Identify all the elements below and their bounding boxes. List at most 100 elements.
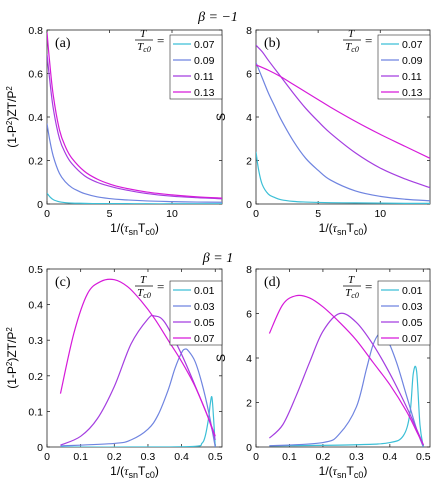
legend-title-den: Tc0 (137, 41, 151, 54)
x-label-part: T (346, 221, 354, 235)
y-axis-label: (1-P2)ZT/P2 (5, 327, 19, 389)
x-label-part: ) (155, 221, 159, 235)
y-tick-label: 0.3 (28, 335, 43, 347)
legend-title-den: Tc0 (137, 287, 151, 300)
x-label-sub: c0 (145, 227, 155, 237)
x-label-sub: sn (337, 470, 347, 480)
series-group (47, 32, 222, 204)
x-label-part: T (138, 464, 146, 478)
legend-title-num: T (140, 274, 147, 286)
legend-label: 0.13 (402, 87, 423, 99)
panel-label: (a) (55, 36, 71, 51)
legend-label: 0.01 (194, 285, 215, 297)
x-tick-label: 0 (44, 208, 50, 220)
panel-label: (b) (264, 36, 281, 51)
legend-title-den: Tc0 (345, 41, 359, 54)
panel-label: (c) (55, 275, 71, 290)
x-label-part: T (138, 221, 146, 235)
series-line-0.13 (47, 32, 222, 199)
legend-title-num: T (348, 28, 355, 40)
x-tick-label: 0.2 (107, 451, 122, 463)
x-tick-label: 0 (253, 208, 259, 220)
y-tick-label: 0.2 (28, 371, 43, 383)
legend-title-den-sub: c0 (143, 291, 151, 300)
x-tick-label: 0.2 (316, 451, 331, 463)
x-tick-label: 5 (107, 208, 113, 220)
series-line-0.01 (60, 396, 216, 447)
legend-label: 0.05 (194, 317, 215, 329)
legend-title-den-T: T (137, 287, 144, 299)
legend-title-den-sub: c0 (143, 45, 151, 54)
legend-title-den-sub: c0 (351, 291, 359, 300)
series-line-0.11 (47, 53, 222, 200)
x-label-sub: c0 (354, 227, 364, 237)
x-tick-label: 0.1 (73, 451, 88, 463)
legend-box (377, 34, 431, 100)
legend-label: 0.07 (402, 333, 423, 345)
legend-title-den-T: T (345, 287, 352, 299)
x-axis-label: 1/(τsnTc0) (110, 464, 159, 480)
y-tick-label: 0.6 (28, 69, 43, 81)
y-tick-label: 2 (246, 156, 252, 168)
legend-title-eq: = (365, 33, 372, 48)
y-tick-label: 0 (246, 199, 252, 211)
series-group (268, 294, 424, 447)
y-tick-label: 6 (246, 69, 252, 81)
y-tick-label: 0.2 (28, 156, 43, 168)
y-axis-label: S (214, 113, 228, 121)
legend-label: 0.09 (194, 55, 215, 67)
y-label-sup: 2 (5, 86, 14, 91)
series-group (256, 44, 430, 204)
legend-title-num: T (348, 274, 355, 286)
x-tick-label: 0.4 (383, 451, 398, 463)
legend-label: 0.03 (194, 301, 215, 313)
panels: 0 5 1000.20.40.60.81/(τsnTc0)(1-P2)ZT/P2(a… (5, 25, 431, 480)
panel-c: 0 0.1 0.2 0.3 0.4 0.500.10.20.30.40.51/(τsnTc… (5, 264, 223, 480)
y-tick-label: 8 (246, 25, 252, 37)
x-label-tau: τ (124, 221, 129, 235)
series-line-0.07 (268, 294, 424, 446)
legend-title-den: Tc0 (345, 287, 359, 300)
x-tick-label: 0.3 (141, 451, 156, 463)
y-tick-label: 2 (246, 398, 252, 410)
legend-label: 0.09 (402, 55, 423, 67)
x-tick-label: 0.1 (282, 451, 297, 463)
legend-title-den-T: T (137, 41, 144, 53)
legend-title-eq: = (365, 279, 372, 294)
legend-label: 0.11 (402, 71, 422, 83)
y-tick-label: 0.1 (28, 406, 43, 418)
x-tick-label: 0 (253, 451, 259, 463)
y-tick-label: 0.4 (28, 112, 43, 124)
x-label-part: 1/( (110, 464, 124, 478)
y-label-part: (1-P (5, 125, 19, 148)
x-label-sub: sn (128, 470, 138, 480)
series-line-0.05 (268, 312, 424, 446)
legend-box (377, 280, 431, 346)
legend-label: 0.07 (194, 333, 215, 345)
panel-d: 0 0.1 0.2 0.3 0.4 0.5024681/(τsnTc0)S(d)0.010… (214, 264, 431, 480)
x-tick-label: 0.5 (416, 451, 431, 463)
x-label-part: T (346, 464, 354, 478)
y-label-part: )ZT/P (5, 91, 19, 121)
legend-title-num: T (140, 28, 147, 40)
x-label-sub: c0 (145, 470, 155, 480)
legend-label: 0.11 (194, 71, 214, 83)
y-label-sup: 2 (5, 327, 14, 332)
series-line-0.11 (256, 44, 430, 189)
legend-label: 0.07 (194, 39, 215, 51)
y-label-part: )ZT/P (5, 332, 19, 362)
panel-a: 0 5 1000.20.40.60.81/(τsnTc0)(1-P2)ZT/P2(a… (5, 25, 223, 237)
series-line-0.07 (47, 192, 222, 204)
y-tick-label: 6 (246, 309, 252, 321)
legend-title-den-T: T (345, 41, 352, 53)
series-line-0.07 (256, 151, 430, 204)
y-tick-label: 0 (37, 199, 43, 211)
legend-label: 0.01 (402, 285, 423, 297)
series-group (59, 278, 216, 447)
x-label-tau: τ (124, 464, 129, 478)
heading-bottom: β = 1 (202, 251, 233, 266)
series-line-0.09 (47, 123, 222, 203)
panel-label: (d) (264, 275, 281, 290)
x-tick-label: 10 (374, 208, 386, 220)
legend-label: 0.03 (402, 301, 423, 313)
